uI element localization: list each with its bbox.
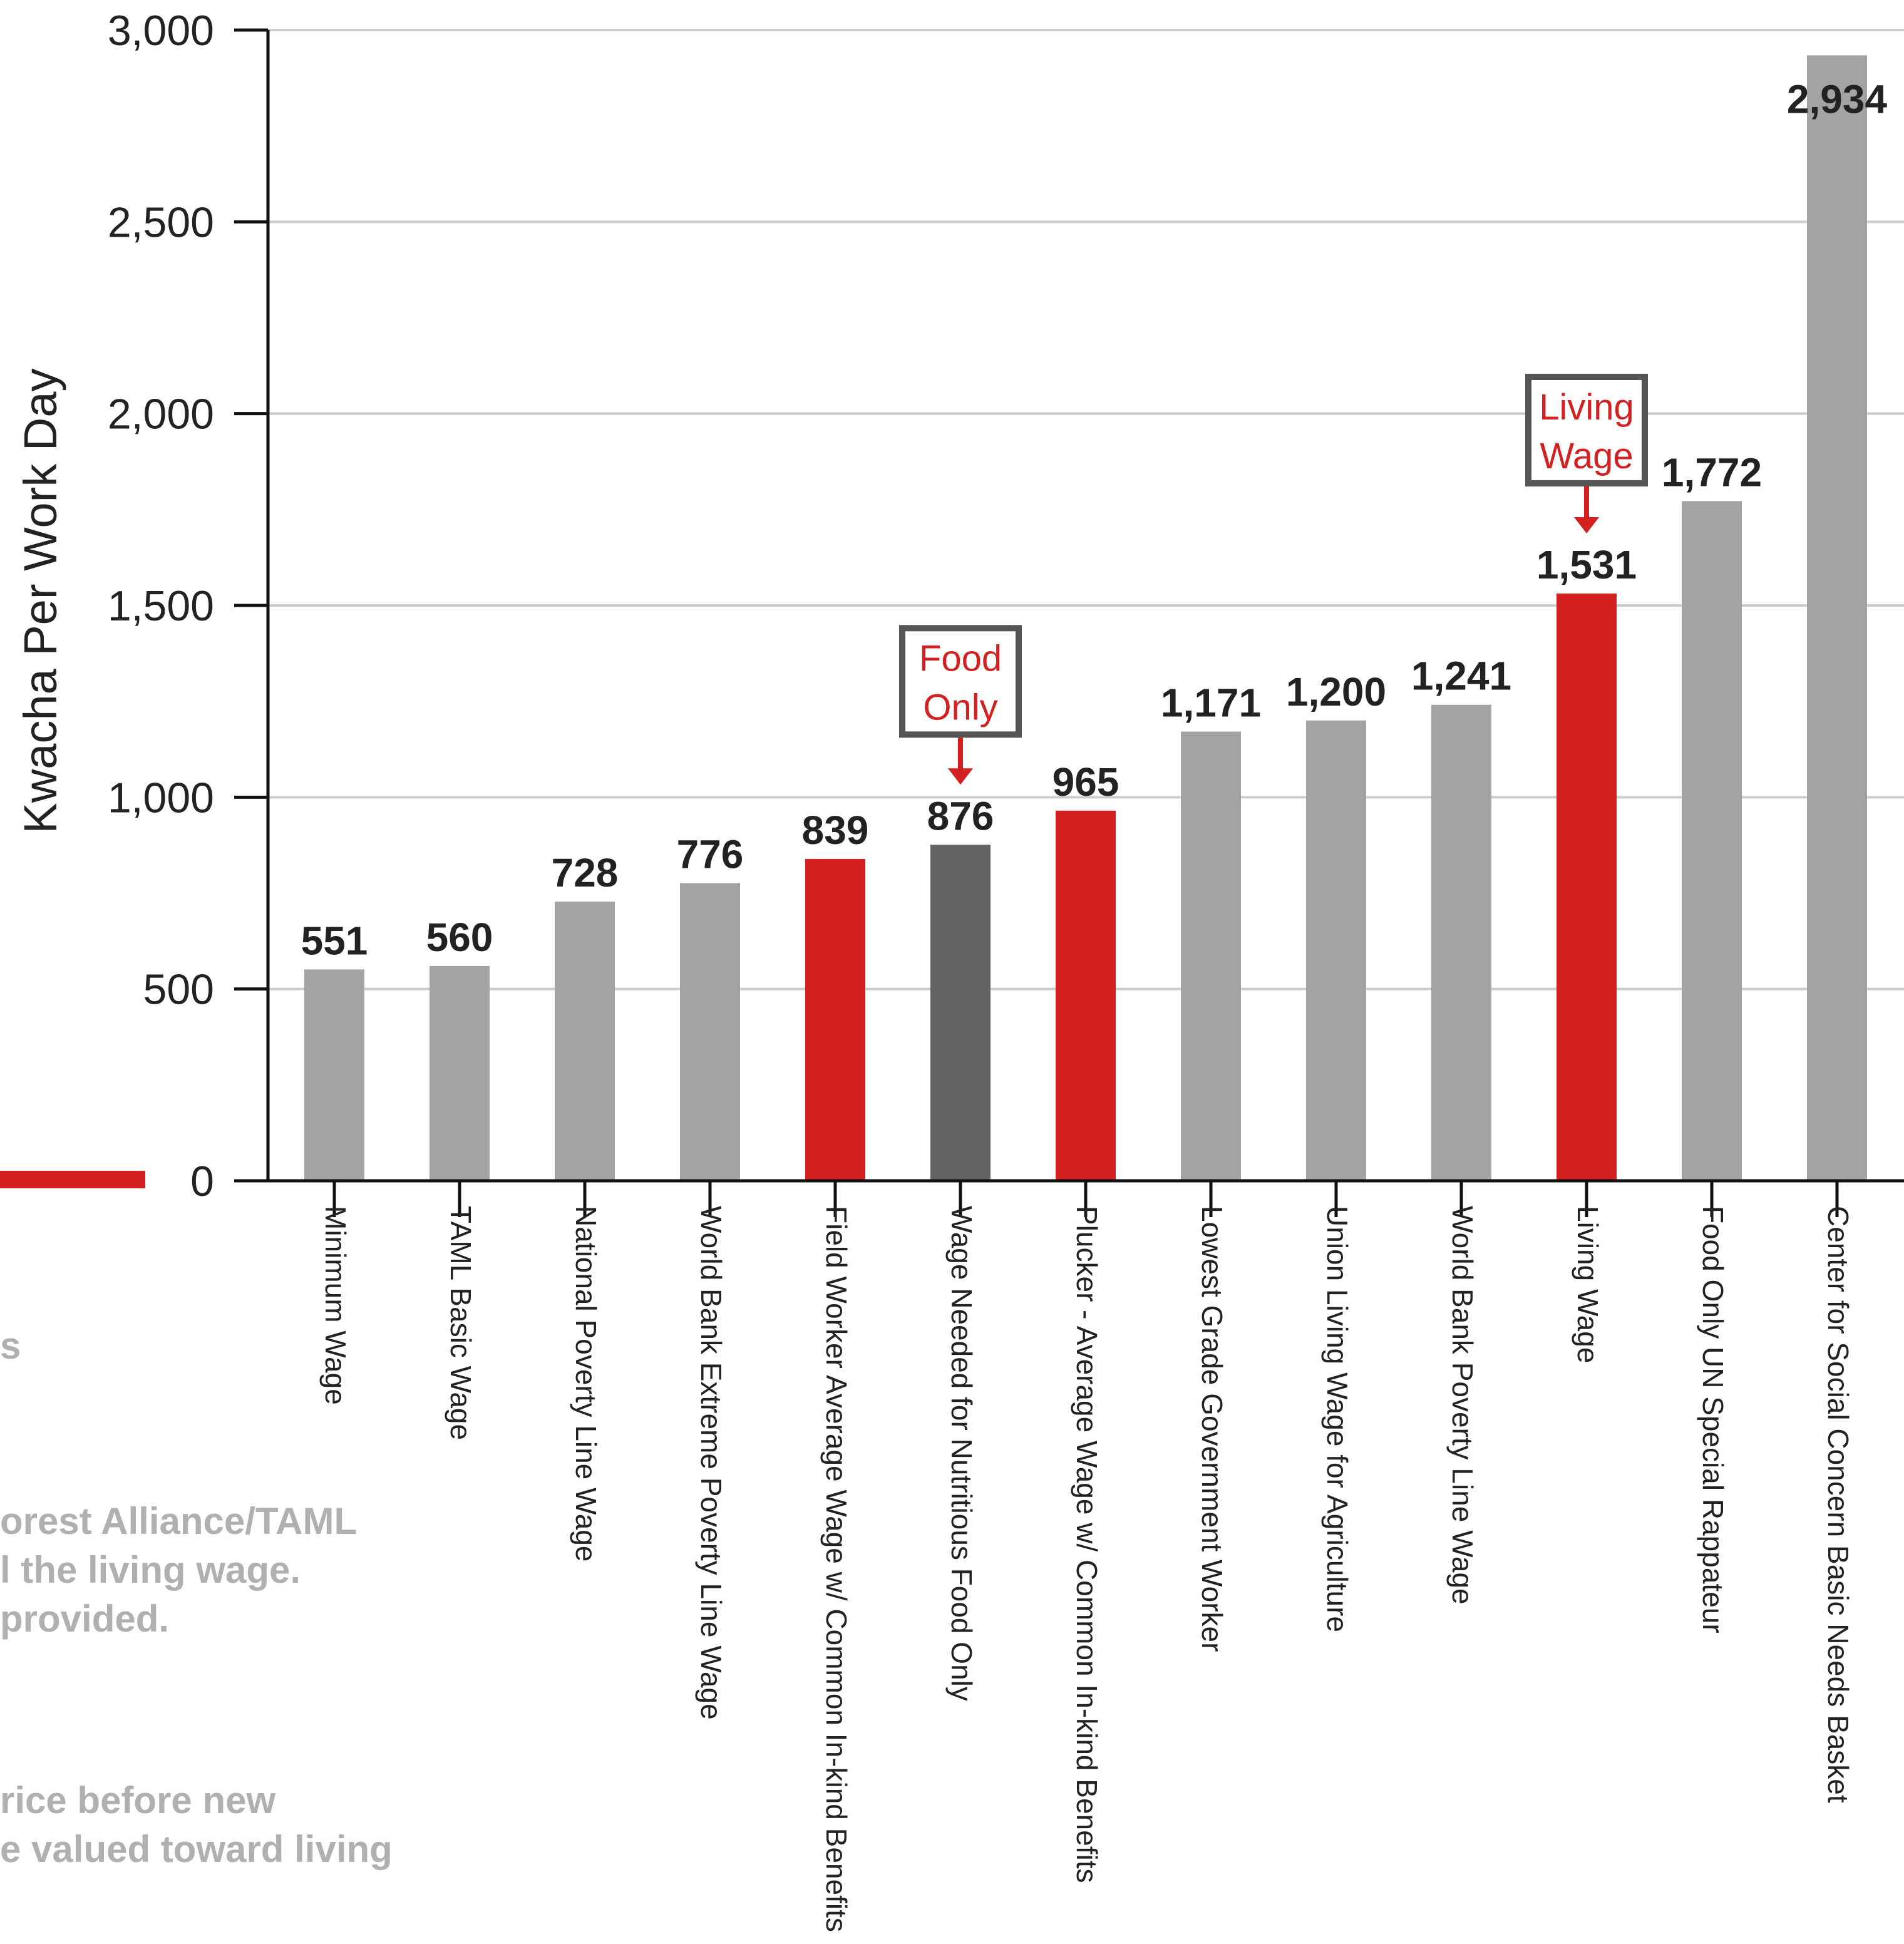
data-label: 1,772 xyxy=(1662,450,1762,495)
x-tick-label: Minimum Wage xyxy=(319,1206,352,1405)
x-tick-label: Center for Social Concern Basic Needs Ba… xyxy=(1822,1206,1855,1803)
data-label: 965 xyxy=(1052,759,1119,805)
y-tick-label: 1,000 xyxy=(108,774,214,821)
callouts: Food Only Living Wage xyxy=(899,374,1648,785)
bar xyxy=(1682,501,1742,1181)
side-text-line-4: provided. xyxy=(0,1598,169,1640)
callout-box xyxy=(899,625,1022,738)
side-text-line-6: e valued toward living xyxy=(0,1828,393,1870)
bar xyxy=(430,965,490,1181)
x-tick-label: World Bank Extreme Poverty Line Wage xyxy=(695,1206,728,1720)
data-label: 2,934 xyxy=(1787,76,1888,121)
side-text-block: s orest Alliance/TAML l the living wage.… xyxy=(0,1325,393,1870)
bar xyxy=(304,969,364,1181)
x-tick-label: Field Worker Average Wage w/ Common In-k… xyxy=(820,1206,853,1932)
callout-text: Only xyxy=(923,687,997,728)
bar xyxy=(1056,810,1116,1181)
data-label: 551 xyxy=(301,918,368,963)
callout-text: Food xyxy=(919,638,1002,679)
x-tick-label: Plucker - Average Wage w/ Common In-kind… xyxy=(1071,1206,1103,1883)
x-tick-label: National Poverty Line Wage xyxy=(570,1206,602,1562)
labels: 0 500 1,000 1,500 2,000 2,500 3,000 551 Minimum … xyxy=(108,7,1888,1932)
x-tick-label: World Bank Poverty Line Wage xyxy=(1446,1206,1479,1605)
x-tick-label: Living Wage xyxy=(1572,1206,1604,1363)
data-label: 776 xyxy=(677,832,744,877)
x-tick-label: Food Only UN Special Rappateur xyxy=(1697,1206,1729,1633)
x-tick-label: TAML Basic Wage xyxy=(445,1206,477,1440)
side-text-line-3: l the living wage. xyxy=(0,1549,301,1591)
y-tick-label: 500 xyxy=(143,966,214,1014)
bar xyxy=(555,901,615,1181)
callout-text: Living xyxy=(1539,387,1634,428)
side-text-line-1: s xyxy=(0,1325,21,1367)
bar xyxy=(1181,731,1241,1181)
bar xyxy=(805,858,865,1181)
axes xyxy=(234,28,1904,1217)
data-label: 1,200 xyxy=(1286,669,1386,714)
bar xyxy=(930,845,991,1181)
bars xyxy=(304,55,1867,1181)
bar xyxy=(1807,55,1867,1181)
data-label: 876 xyxy=(927,793,994,838)
x-tick-label: Lowest Grade Government Worker xyxy=(1196,1206,1228,1652)
callout-text: Wage xyxy=(1540,436,1633,476)
callout-arrow-head xyxy=(1574,517,1599,534)
x-tick-label: Wage Needed for Nutritious Food Only xyxy=(945,1206,978,1701)
y-tick-label: 2,500 xyxy=(108,198,214,246)
legend-swatch-red xyxy=(0,1171,145,1188)
data-label: 839 xyxy=(802,808,869,853)
data-label: 1,241 xyxy=(1411,654,1511,699)
data-label: 1,171 xyxy=(1161,681,1261,726)
side-text-line-2: orest Alliance/TAML xyxy=(0,1500,357,1542)
y-tick-label: 3,000 xyxy=(108,7,214,54)
y-axis-title: Kwacha Per Work Day xyxy=(14,369,66,834)
bar xyxy=(1306,720,1366,1181)
bar xyxy=(680,883,740,1181)
gridlines xyxy=(268,29,1904,990)
bar xyxy=(1431,704,1491,1181)
data-label: 1,531 xyxy=(1536,542,1637,587)
callout-box xyxy=(1525,374,1648,487)
y-tick-label: 0 xyxy=(190,1158,214,1205)
callout-arrow-head xyxy=(948,768,973,785)
bar xyxy=(1557,594,1617,1181)
data-label: 728 xyxy=(552,850,619,895)
y-tick-label: 1,500 xyxy=(108,582,214,630)
y-tick-label: 2,000 xyxy=(108,391,214,438)
side-text-line-5: rice before new xyxy=(0,1779,275,1821)
data-label: 560 xyxy=(426,915,493,960)
x-tick-label: Union Living Wage for Agriculture xyxy=(1321,1206,1354,1632)
